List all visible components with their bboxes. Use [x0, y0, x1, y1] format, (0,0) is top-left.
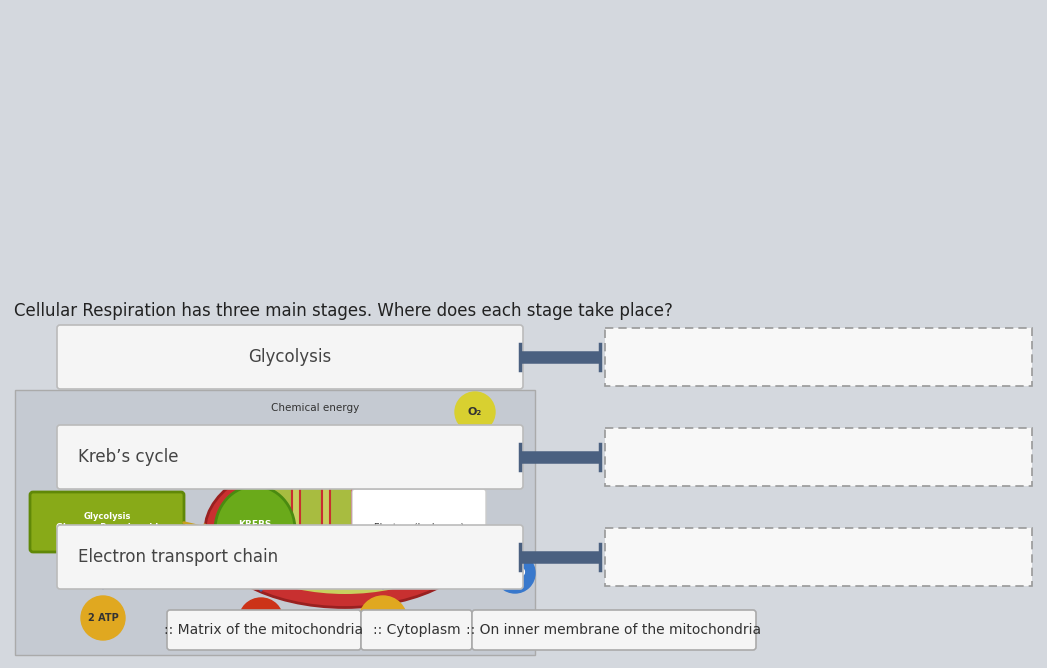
- Circle shape: [359, 596, 407, 644]
- Text: Cellular Respiration has three main stages. Where does each stage take place?: Cellular Respiration has three main stag…: [14, 302, 673, 320]
- Text: 36 ATP: 36 ATP: [365, 615, 400, 625]
- FancyBboxPatch shape: [57, 425, 524, 489]
- Text: Electron transport chain: Electron transport chain: [77, 548, 279, 566]
- FancyBboxPatch shape: [393, 485, 415, 573]
- FancyBboxPatch shape: [57, 325, 524, 389]
- FancyBboxPatch shape: [605, 428, 1032, 486]
- FancyBboxPatch shape: [30, 492, 184, 552]
- FancyBboxPatch shape: [605, 328, 1032, 386]
- FancyBboxPatch shape: [360, 485, 382, 573]
- Text: H₂O: H₂O: [505, 568, 526, 578]
- Circle shape: [495, 553, 535, 593]
- Text: O₂: O₂: [468, 407, 482, 417]
- Text: :: On inner membrane of the mitochondria: :: On inner membrane of the mitochondria: [466, 623, 761, 637]
- Circle shape: [455, 392, 495, 432]
- FancyBboxPatch shape: [330, 485, 352, 573]
- FancyBboxPatch shape: [352, 489, 486, 567]
- Text: Glycolysis
Glucose→Pyruvic acid: Glycolysis Glucose→Pyruvic acid: [55, 512, 158, 532]
- Circle shape: [239, 598, 283, 642]
- Text: Electron (hydrogen)
transport system: Electron (hydrogen) transport system: [374, 523, 464, 542]
- Ellipse shape: [221, 466, 469, 594]
- FancyBboxPatch shape: [15, 390, 535, 655]
- FancyBboxPatch shape: [168, 610, 361, 650]
- Ellipse shape: [215, 486, 295, 574]
- Text: 2 ATP: 2 ATP: [88, 613, 118, 623]
- FancyBboxPatch shape: [472, 610, 756, 650]
- Ellipse shape: [205, 452, 485, 607]
- Text: Glycolysis: Glycolysis: [248, 348, 332, 366]
- FancyBboxPatch shape: [57, 525, 524, 589]
- Text: :: Matrix of the mitochondria: :: Matrix of the mitochondria: [164, 623, 363, 637]
- Text: Chemical energy: Chemical energy: [271, 403, 359, 413]
- FancyBboxPatch shape: [300, 485, 322, 573]
- Circle shape: [81, 596, 125, 640]
- FancyBboxPatch shape: [605, 528, 1032, 586]
- Text: :: Cytoplasm: :: Cytoplasm: [373, 623, 461, 637]
- FancyBboxPatch shape: [270, 485, 292, 573]
- Text: Kreb’s cycle: Kreb’s cycle: [77, 448, 178, 466]
- FancyBboxPatch shape: [361, 610, 472, 650]
- Text: CO₂: CO₂: [251, 615, 271, 625]
- Text: KREBS
CYCLE: KREBS CYCLE: [239, 520, 271, 540]
